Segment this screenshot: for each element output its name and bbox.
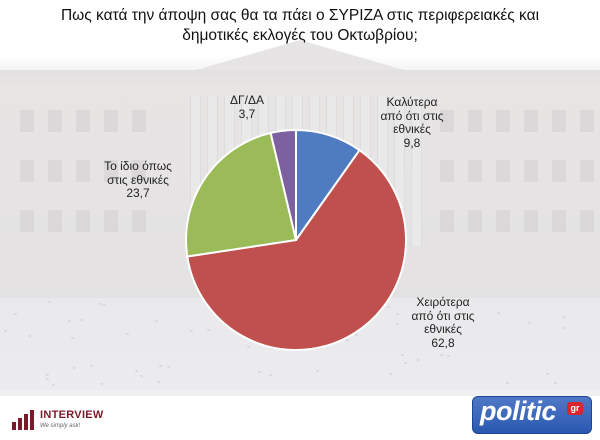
pie-label-0-value: 9,8 — [403, 135, 421, 150]
pie-label-1-text-1: από ότι στις — [411, 308, 475, 323]
pie-slice-1 — [186, 148, 407, 352]
pie-slice-3 — [269, 128, 297, 241]
chart-title: Πως κατά την άποψη σας θα τα πάει ο ΣΥΡΙ… — [10, 6, 590, 46]
pie-label-1-value: 62,8 — [431, 335, 455, 350]
politic-logo: politic gr — [472, 394, 592, 434]
pie-slice-2 — [185, 131, 298, 258]
interview-logo-tagline: We simply ask! — [40, 423, 81, 429]
chart-title-line-1: Πως κατά την άποψη σας θα τα πάει ο ΣΥΡΙ… — [60, 7, 540, 24]
chart-title-line-2: δημοτικές εκλογές του Οκτωβρίου; — [182, 27, 418, 44]
politic-logo-name: politic — [480, 396, 557, 426]
pie-label-1-text-2: εθνικές — [424, 322, 462, 336]
pie-label-3: ΔΓ/ΔΑ 3,7 — [222, 93, 272, 121]
pie-label-0-text-2: εθνικές — [393, 122, 431, 136]
pie-label-1-text-0: Χειρότερα — [416, 295, 470, 309]
politic-logo-suffix: gr — [567, 402, 583, 415]
pie-label-3-value: 3,7 — [238, 106, 256, 121]
pie-label-2-text-1: στις εθνικές — [107, 172, 169, 187]
interview-logo-name: INTERVIEW — [40, 409, 104, 421]
pie-label-2-value: 23,7 — [126, 186, 150, 200]
pie-label-2: Το ίδιο όπως στις εθνικές 23,7 — [78, 159, 198, 201]
pie-label-0: Καλύτερα από ότι στις εθνικές 9,8 — [362, 95, 462, 150]
pie-label-3-text-0: ΔΓ/ΔΑ — [230, 93, 264, 107]
pie-label-0-text-1: από ότι στις — [380, 108, 444, 123]
pie-label-0-text-0: Καλύτερα — [386, 95, 438, 109]
pie-label-1: Χειρότερα από ότι στις εθνικές 62,8 — [388, 295, 498, 350]
interview-logo: INTERVIEW We simply ask! — [10, 408, 130, 434]
pie-label-2-text-0: Το ίδιο όπως — [104, 159, 172, 173]
interview-logo-bars-icon — [10, 408, 40, 434]
